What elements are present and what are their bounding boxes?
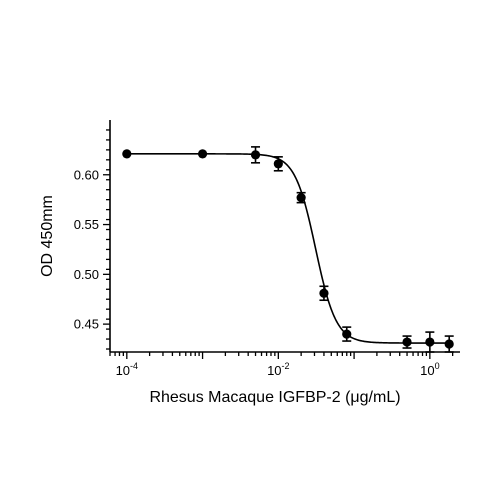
y-tick-label: 0.55: [74, 217, 99, 232]
data-point: [250, 150, 261, 160]
data-point: [425, 337, 435, 347]
fit-curve: [126, 153, 450, 344]
data-point: [444, 339, 454, 349]
x-tick-label: 100: [420, 361, 439, 378]
x-tick-base: 10: [116, 363, 130, 378]
y-tick-label: 0.60: [74, 167, 99, 182]
x-tick-label: 10-2: [267, 361, 289, 378]
data-point: [273, 159, 283, 169]
x-tick-exponent: -4: [130, 361, 138, 371]
data-point: [122, 149, 132, 159]
x-tick-label: 10-4: [116, 361, 138, 378]
x-tick-exponent: 0: [435, 361, 440, 371]
y-tick-label: 0.50: [74, 267, 99, 282]
data-point: [402, 337, 412, 347]
y-tick-label: 0.45: [74, 317, 99, 332]
y-axis-title: OD 450mm: [39, 195, 56, 277]
data-point: [342, 329, 352, 339]
data-point: [197, 149, 208, 159]
x-tick-base: 10: [267, 363, 281, 378]
x-tick-exponent: -2: [282, 361, 290, 371]
data-point: [319, 288, 329, 298]
data-point: [296, 193, 306, 203]
x-tick-base: 10: [420, 363, 434, 378]
x-axis-title: Rhesus Macaque IGFBP-2 (μg/mL): [149, 389, 400, 406]
